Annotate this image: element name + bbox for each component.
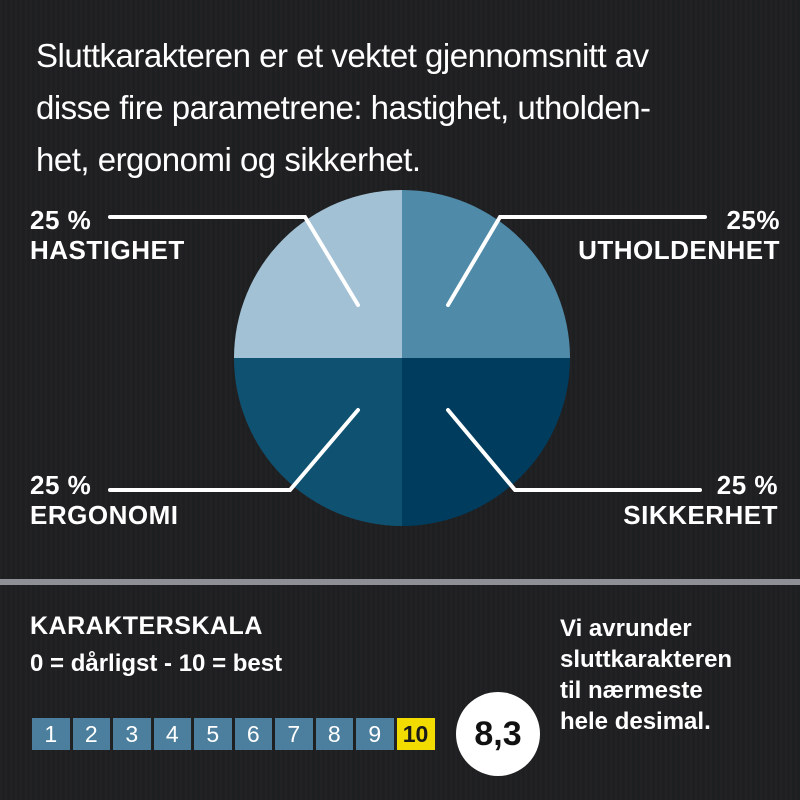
- leader-line-sikkerhet: [446, 408, 702, 492]
- scale-title: KARAKTERSKALA: [30, 612, 263, 640]
- pie-slice-sikkerhet: [402, 358, 570, 526]
- note-line: Vi avrunder: [560, 615, 692, 642]
- scale-cell-4: 4: [153, 718, 191, 750]
- slice-percent: 25 %: [30, 205, 92, 235]
- slice-percent: 25 %: [716, 470, 778, 500]
- slice-label-ergonomi: 25 % ERGONOMI: [30, 470, 178, 530]
- rounding-note: Vi avrunder sluttkarakteren til nærmeste…: [560, 613, 790, 737]
- intro-line: het, ergonomi og sikkerhet.: [36, 141, 421, 178]
- slice-label-utholdenhet: 25% UTHOLDENHET: [578, 205, 780, 265]
- scale-cell-1: 1: [32, 718, 70, 750]
- slice-percent: 25 %: [30, 470, 92, 500]
- slice-label-sikkerhet: 25 % SIKKERHET: [623, 470, 778, 530]
- pie-slices: [234, 190, 570, 526]
- pie-chart: [108, 190, 707, 526]
- slice-name: ERGONOMI: [30, 500, 179, 530]
- scale-cell-2: 2: [72, 718, 110, 750]
- scale-subtitle: 0 = dårligst - 10 = best: [30, 650, 283, 677]
- pie-slice-hastighet: [234, 190, 402, 358]
- slice-name: SIKKERHET: [623, 500, 778, 530]
- note-line: til nærmeste: [560, 677, 703, 704]
- intro-line: disse fire parametrene: hastighet, uthol…: [36, 89, 651, 126]
- slice-label-hastighet: 25 % HASTIGHET: [30, 205, 185, 265]
- scale-cell-8: 8: [315, 718, 353, 750]
- intro-line: Sluttkarakteren er et vektet gjennomsnit…: [36, 37, 649, 74]
- note-line: hele desimal.: [560, 708, 711, 735]
- scale-cell-6: 6: [234, 718, 272, 750]
- slice-name: UTHOLDENHET: [578, 235, 780, 265]
- scale-cell-3: 3: [113, 718, 151, 750]
- section-divider: [0, 579, 800, 585]
- grade-scale: 1 2 3 4 5 6 7 8 9 10: [32, 718, 435, 750]
- scale-cell-5: 5: [194, 718, 232, 750]
- pie-slice-ergonomi: [234, 358, 402, 526]
- leader-line-ergonomi: [108, 408, 360, 492]
- note-line: sluttkarakteren: [560, 646, 733, 673]
- slice-name: HASTIGHET: [30, 235, 185, 265]
- pie-slice-utholdenhet: [402, 190, 570, 358]
- leader-line-hastighet: [108, 215, 360, 307]
- leader-lines: [108, 215, 707, 492]
- scale-cell-10: 10: [396, 718, 435, 750]
- leader-line-utholdenhet: [446, 215, 707, 307]
- score-badge: 8,3: [456, 692, 540, 776]
- slice-percent: 25%: [726, 205, 780, 235]
- scale-cell-7: 7: [275, 718, 313, 750]
- intro-text: Sluttkarakteren er et vektet gjennomsnit…: [36, 30, 776, 186]
- scale-cell-9: 9: [356, 718, 394, 750]
